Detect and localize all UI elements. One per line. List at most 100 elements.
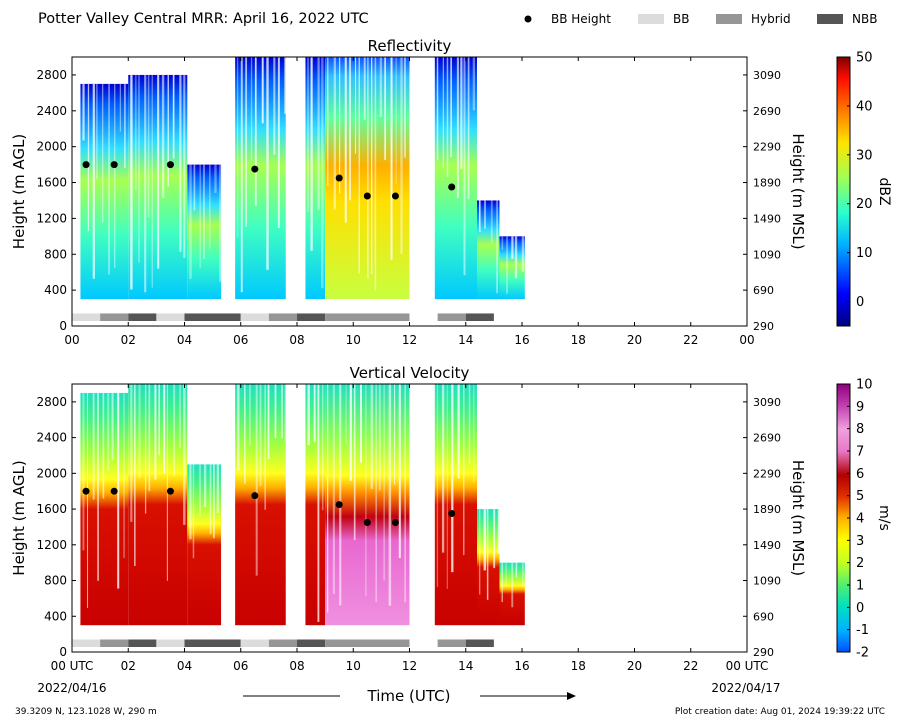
echo-gap <box>333 57 336 210</box>
echo-gap <box>284 384 286 443</box>
bb-type-segment <box>240 313 269 321</box>
echo-gap <box>479 200 481 233</box>
bb-type-segment <box>437 639 466 647</box>
colorbar-tick-label: -1 <box>856 623 869 638</box>
echo-gap <box>163 384 166 474</box>
bb-height-point <box>448 183 456 191</box>
echo-gap <box>379 57 383 117</box>
echo-gap <box>209 164 211 249</box>
echo-gap <box>237 384 240 471</box>
echo-gap <box>360 384 363 463</box>
legend-swatch-nbb <box>817 14 843 24</box>
colorbar: -2 -1 0 1 2 3 4 5 6 7 8 9 10 m/s <box>836 378 892 661</box>
echo-gap <box>375 384 378 603</box>
colorbar-tick-label: 6 <box>856 467 864 482</box>
echo-gap <box>313 384 316 443</box>
x-tick-label: 08 <box>289 659 304 673</box>
echo-gap <box>398 384 401 559</box>
bb-type-segment <box>184 639 241 647</box>
station-location: 39.3209 N, 123.1028 W, 290 m <box>15 707 157 717</box>
colorbar: 0 10 20 30 40 50 dBZ <box>836 51 892 327</box>
echo-gap <box>327 57 329 186</box>
bb-type-segment <box>184 313 241 321</box>
echo-gap <box>436 384 439 587</box>
y2-tick-label: 3090 <box>753 69 781 82</box>
echo-gap <box>307 384 310 446</box>
echo-gap <box>327 384 329 613</box>
echo-gap <box>259 384 262 486</box>
echo-gap <box>463 384 465 556</box>
echo-gap <box>511 562 514 608</box>
creation-date: Plot creation date: Aug 01, 2024 19:39:2… <box>675 707 885 717</box>
y2-tick-label: 1890 <box>753 503 781 516</box>
x-tick-label: 18 <box>571 659 586 673</box>
x-tick-label: 06 <box>233 333 248 347</box>
echo-gap <box>388 384 392 606</box>
echo-gap <box>101 83 104 223</box>
echo-gap <box>237 57 239 238</box>
colorbar-tick-label: 30 <box>856 148 873 163</box>
echo-gap <box>108 83 110 275</box>
bb-type-segment <box>297 313 326 321</box>
echo-gap <box>192 464 195 559</box>
echo-gap <box>161 74 165 198</box>
echo-gap <box>467 57 470 200</box>
echo-gap <box>138 74 140 263</box>
colorbar-tick-label: 50 <box>856 51 873 66</box>
echo-gap <box>446 57 449 178</box>
bb-type-segment <box>156 313 185 321</box>
echo-gap <box>479 509 481 595</box>
y2-tick-label: 1490 <box>753 539 781 552</box>
echo-gap <box>264 384 266 510</box>
echo-gap <box>172 74 175 159</box>
colorbar-tick-label: 1 <box>856 579 864 594</box>
echo-gap <box>144 384 147 514</box>
y2-tick-label: 1490 <box>753 212 781 225</box>
y2-tick-label: 3090 <box>753 396 781 409</box>
echo-gap <box>344 57 347 223</box>
colorbar-tick-label: 9 <box>856 400 864 415</box>
echo-gap <box>310 57 313 251</box>
y-tick-label: 800 <box>44 574 67 588</box>
echo-gap <box>400 57 403 254</box>
echo-gap <box>240 57 243 293</box>
y2-tick-label: 1890 <box>753 177 781 190</box>
colorbar-tick-label: 2 <box>856 556 864 571</box>
y-tick-label: 2000 <box>36 140 67 154</box>
echo-gap <box>183 384 186 525</box>
y-axis-label: Height (m AGL) <box>10 134 28 249</box>
y2-tick-label: 290 <box>753 320 774 333</box>
echo-gap <box>144 74 147 293</box>
echo-gap <box>87 83 90 232</box>
colorbar-label: m/s <box>876 505 892 531</box>
y-tick-label: 2400 <box>36 104 67 118</box>
echo-gap <box>484 200 486 229</box>
colorbar-tick-label: 0 <box>856 601 864 616</box>
echo-gap <box>505 562 507 585</box>
echo-gap <box>179 74 182 252</box>
bb-height-point <box>363 518 371 526</box>
echo-gap <box>267 384 270 459</box>
echo-gap <box>493 509 496 569</box>
echo-period <box>80 392 129 626</box>
echo-gap <box>209 464 212 535</box>
y-tick-label: 800 <box>44 247 67 261</box>
echo-gap <box>111 392 114 460</box>
echo-gap <box>134 384 136 566</box>
echo-gap <box>107 392 110 471</box>
bb-type-segment <box>100 313 129 321</box>
y-tick-label: 2800 <box>36 395 67 409</box>
bb-type-segment <box>268 313 297 321</box>
echo-gap <box>367 57 369 279</box>
echo-gap <box>404 57 406 158</box>
echo-gap <box>496 200 498 294</box>
colorbar-tick-label: 20 <box>856 197 873 212</box>
legend-label-bb-height: BB Height <box>551 12 611 26</box>
echo-period <box>434 384 477 626</box>
echo-gap <box>321 384 324 511</box>
colorbar-tick-label: 10 <box>856 378 873 393</box>
echo-gap <box>506 236 508 294</box>
echo-gap <box>102 392 105 499</box>
bb-type-segment <box>100 639 129 647</box>
